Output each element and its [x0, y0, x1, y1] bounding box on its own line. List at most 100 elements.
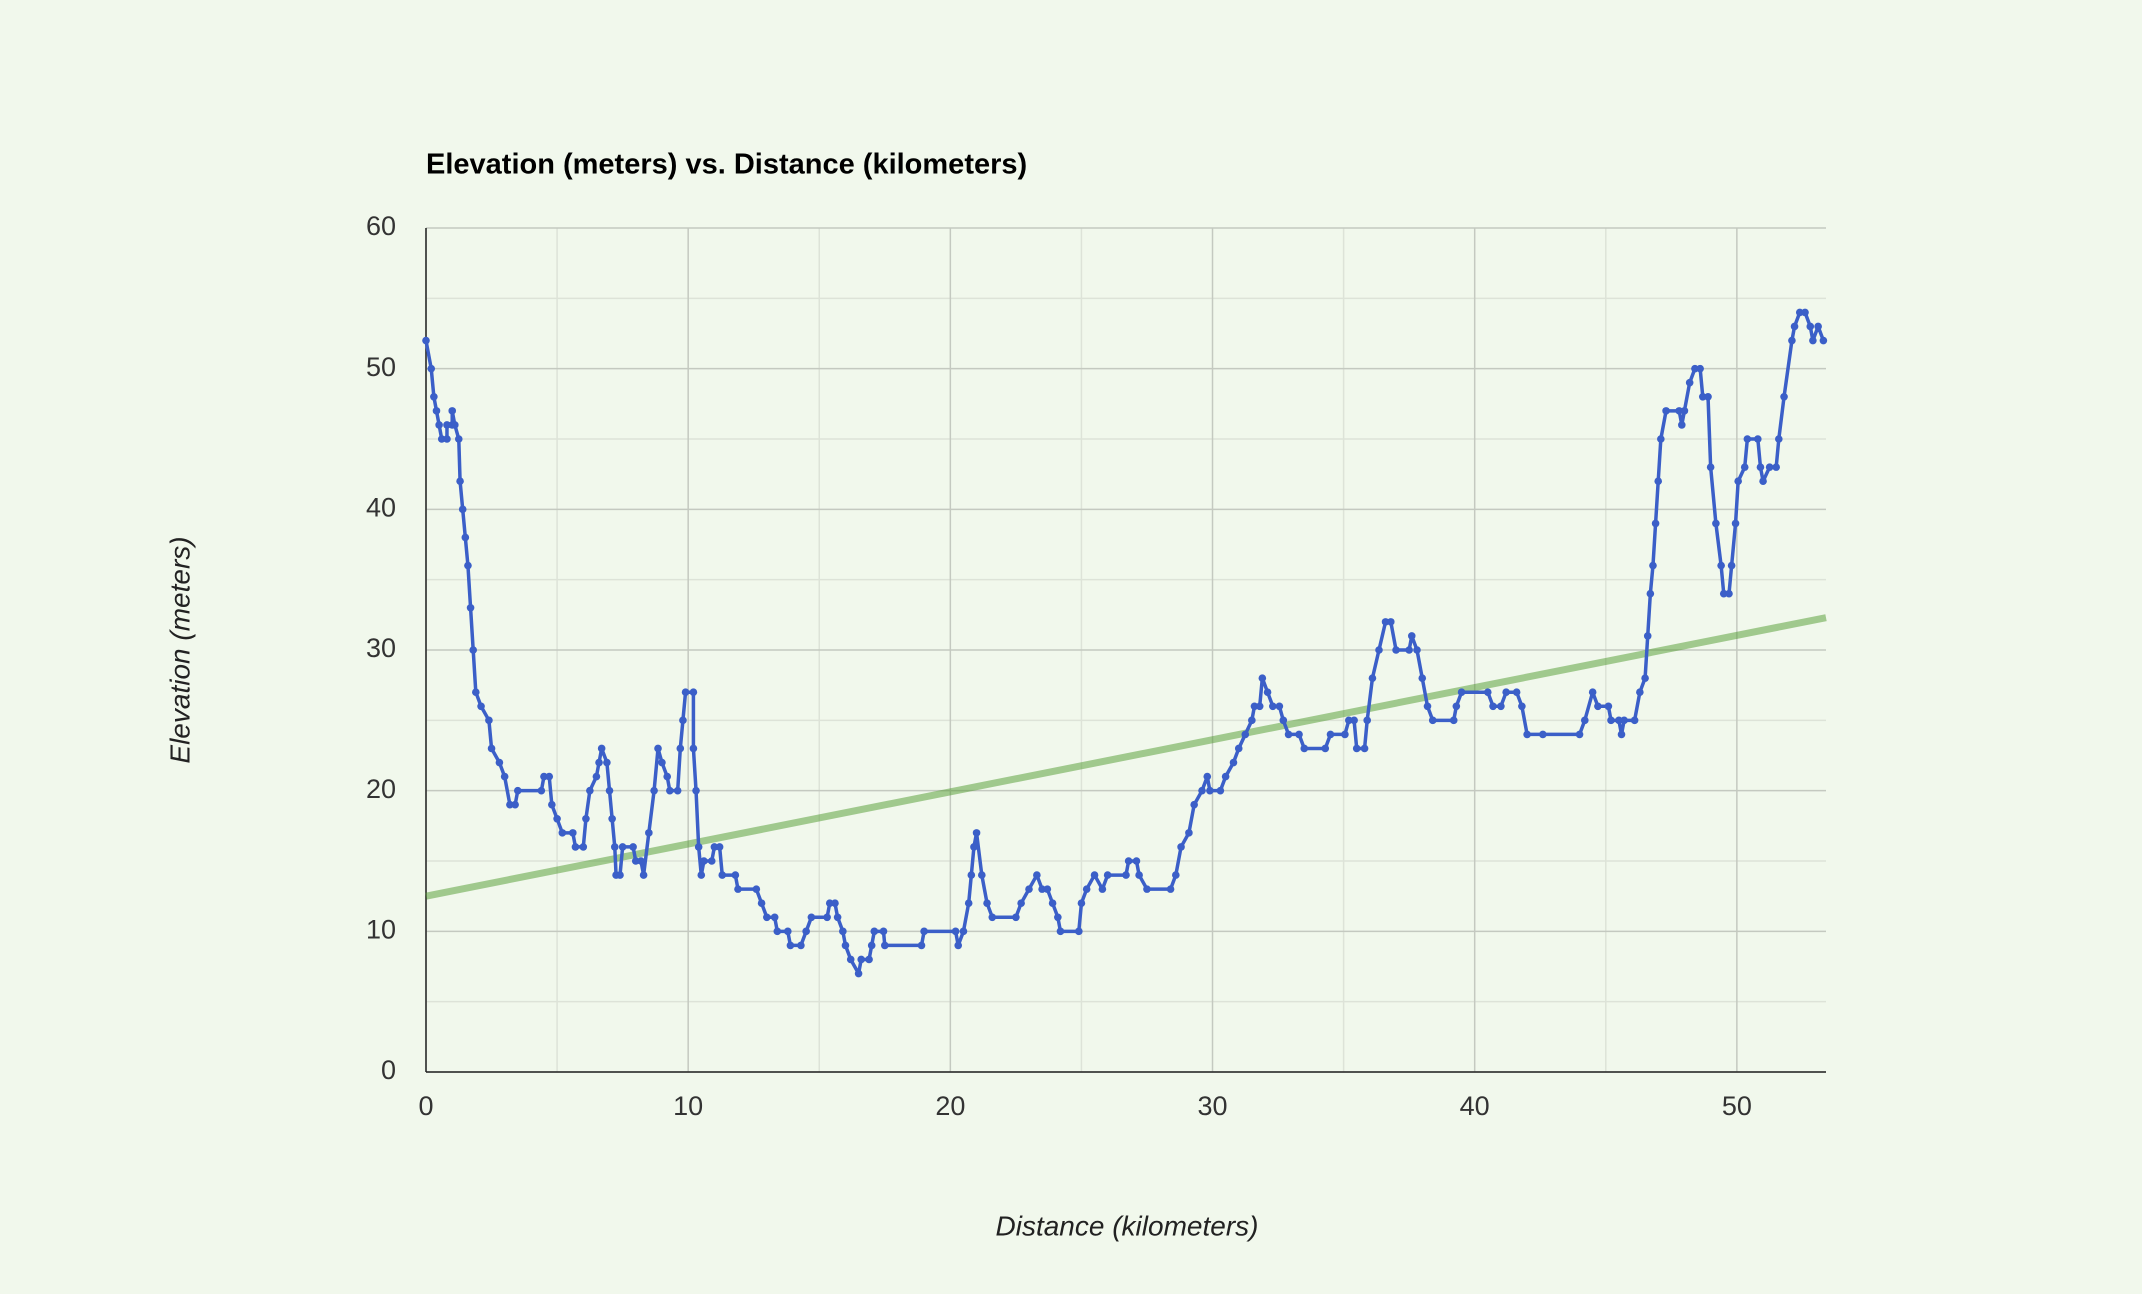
data-point	[571, 843, 580, 851]
data-point	[586, 786, 594, 795]
data-point	[1098, 885, 1107, 893]
data-point	[752, 885, 761, 893]
data-point	[833, 913, 842, 922]
data-point	[1255, 702, 1264, 711]
data-point	[616, 871, 624, 879]
data-point	[870, 927, 879, 936]
data-point	[694, 843, 703, 851]
data-point	[1248, 716, 1256, 725]
data-point	[920, 927, 928, 936]
x-tick-label: 40	[1460, 1091, 1490, 1121]
data-point	[1617, 730, 1626, 739]
data-point	[715, 843, 724, 851]
data-point	[1124, 857, 1133, 865]
data-point	[1630, 716, 1639, 725]
data-point	[1177, 843, 1185, 851]
data-point	[1765, 463, 1774, 471]
data-point	[1539, 730, 1547, 739]
data-point	[1363, 716, 1371, 725]
data-point	[1381, 618, 1390, 626]
data-point	[553, 815, 561, 823]
y-tick-label: 50	[366, 352, 396, 382]
x-tick-label: 30	[1197, 1091, 1227, 1121]
data-point	[1523, 730, 1531, 739]
data-point	[857, 955, 866, 964]
data-point	[917, 941, 926, 950]
data-point	[1428, 716, 1437, 725]
data-point	[1719, 589, 1728, 598]
data-point	[967, 871, 976, 879]
data-point	[1345, 716, 1353, 725]
data-point	[1643, 632, 1652, 640]
data-point	[1075, 927, 1083, 936]
data-point	[427, 364, 436, 373]
data-point	[689, 744, 698, 753]
data-point	[1790, 322, 1799, 331]
data-point	[1449, 716, 1458, 725]
data-point	[1696, 364, 1704, 373]
data-point	[658, 758, 666, 767]
data-point	[1234, 744, 1243, 753]
data-point	[592, 772, 601, 781]
data-point	[464, 561, 472, 570]
data-point	[1135, 871, 1143, 879]
data-point	[610, 843, 619, 851]
data-point	[1258, 674, 1267, 682]
data-point	[839, 927, 847, 936]
data-point	[650, 786, 658, 795]
data-point	[540, 772, 548, 781]
data-point	[1675, 407, 1683, 415]
data-point	[1269, 702, 1277, 711]
data-point	[443, 435, 451, 443]
data-point	[1743, 435, 1752, 443]
y-tick-label: 20	[366, 774, 396, 804]
data-point	[879, 927, 888, 936]
y-tick-label: 0	[381, 1055, 396, 1085]
x-tick-label: 20	[935, 1091, 965, 1121]
data-point	[513, 786, 522, 795]
data-point	[1731, 519, 1740, 528]
data-point	[595, 758, 603, 767]
data-point	[983, 899, 991, 907]
data-point	[841, 941, 850, 950]
data-point	[597, 744, 606, 753]
data-point	[1025, 885, 1033, 893]
data-point	[1077, 899, 1086, 907]
data-point	[700, 857, 708, 865]
data-point	[959, 927, 968, 936]
data-point	[1801, 308, 1809, 317]
data-point	[1090, 871, 1099, 879]
data-point	[582, 815, 590, 823]
data-point	[639, 871, 648, 879]
data-point	[1497, 702, 1505, 711]
y-tick-label: 40	[366, 492, 396, 522]
data-point	[1780, 393, 1788, 401]
data-point	[970, 843, 978, 851]
data-point	[454, 435, 463, 443]
data-point	[1407, 632, 1416, 640]
data-point	[689, 688, 698, 696]
data-point	[1190, 800, 1198, 809]
data-point	[763, 913, 771, 922]
data-point	[1814, 322, 1822, 331]
data-point	[1483, 688, 1492, 696]
data-point	[972, 829, 981, 837]
data-point	[757, 899, 766, 907]
data-point	[867, 941, 876, 950]
data-point	[697, 871, 706, 879]
data-point	[673, 786, 682, 795]
data-point	[770, 913, 779, 922]
data-point	[1588, 688, 1597, 696]
x-axis-title: Distance (kilometers)	[996, 1210, 1259, 1241]
data-point	[676, 744, 685, 753]
data-point	[558, 829, 567, 837]
data-point	[466, 604, 475, 612]
data-point	[618, 843, 627, 851]
data-point	[1636, 688, 1644, 696]
data-point	[1352, 744, 1361, 753]
data-point	[823, 913, 831, 922]
data-point	[1651, 519, 1660, 528]
data-point	[1368, 674, 1377, 682]
data-point	[1038, 885, 1046, 893]
